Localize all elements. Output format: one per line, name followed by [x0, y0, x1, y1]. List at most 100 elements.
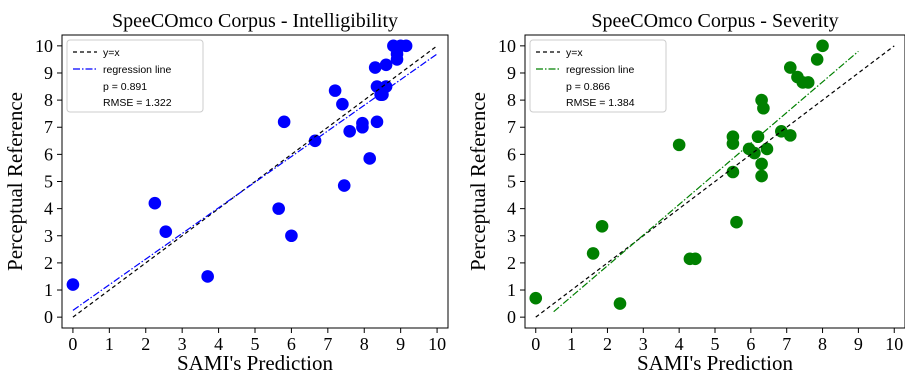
data-point — [379, 58, 393, 72]
y-tick-label: 9 — [507, 63, 516, 83]
data-point — [277, 115, 291, 129]
x-tick-label: 7 — [782, 334, 791, 354]
stat-rmse: RMSE = 1.384 — [566, 97, 635, 109]
data-point — [363, 152, 377, 165]
x-axis-label: SAMI's Prediction — [177, 351, 334, 375]
y-axis-label: Perceptual Reference — [466, 92, 490, 271]
legend: y=x regression line p = 0.891 RMSE = 1.322 — [66, 39, 204, 113]
y-tick-label: 8 — [44, 90, 53, 110]
data-point — [285, 229, 298, 243]
data-point — [159, 225, 173, 238]
data-point — [755, 169, 768, 183]
data-point — [726, 130, 740, 144]
data-point — [613, 297, 627, 310]
x-tick-label: 5 — [251, 334, 260, 354]
y-tick-label: 7 — [507, 117, 516, 137]
regression-line — [72, 53, 438, 311]
x-tick-label: 4 — [675, 334, 684, 354]
data-point — [529, 291, 543, 305]
x-tick-label: 10 — [885, 334, 903, 354]
x-tick-label: 7 — [323, 334, 332, 354]
y-tick-label: 8 — [507, 90, 516, 110]
x-tick-label: 8 — [818, 334, 827, 354]
x-tick-label: 9 — [854, 334, 863, 354]
x-tick-label: 2 — [603, 334, 612, 354]
data-point — [726, 165, 740, 179]
y-tick-label: 1 — [507, 280, 516, 300]
data-point — [688, 252, 702, 266]
y-tick-label: 2 — [507, 253, 516, 273]
data-point — [748, 146, 761, 160]
x-tick-label: 8 — [360, 334, 369, 354]
x-tick-label: 9 — [396, 334, 405, 354]
data-point — [368, 61, 382, 74]
legend-label: regression line — [566, 64, 634, 76]
data-point — [148, 196, 162, 210]
data-point — [343, 125, 356, 138]
data-point — [399, 39, 413, 53]
y-tick-label: 5 — [44, 172, 53, 192]
legend-box — [66, 39, 204, 113]
y-tick-label: 3 — [44, 226, 53, 246]
x-tick-label: 1 — [105, 334, 114, 354]
y-tick-label: 10 — [498, 36, 516, 56]
chart-panel-2: SpeeCOmco Corpus - Severity 0 1 2 3 4 5 6 7 8 9 10 0… — [466, 10, 905, 375]
y-tick-label: 4 — [44, 199, 53, 219]
chart-title: SpeeCOmco Corpus - Intelligibility — [112, 10, 398, 32]
y-tick-label: 9 — [44, 63, 53, 83]
stat-correlation: p = 0.866 — [566, 81, 610, 93]
y-tick-label: 6 — [507, 144, 516, 164]
data-point — [816, 39, 829, 53]
x-tick-label: 6 — [287, 334, 296, 354]
stat-correlation: p = 0.891 — [103, 81, 147, 93]
data-point — [328, 84, 342, 97]
y-tick-label: 6 — [44, 144, 53, 164]
y-tick-label: 0 — [507, 307, 516, 327]
x-tick-label: 1 — [567, 334, 576, 354]
identity-line — [535, 45, 895, 318]
data-point — [757, 101, 770, 115]
x-tick-label: 3 — [178, 334, 187, 354]
x-tick-label: 5 — [711, 334, 720, 354]
data-point — [337, 179, 351, 192]
x-tick-label: 2 — [141, 334, 150, 354]
y-tick-label: 4 — [507, 199, 516, 219]
y-tick-label: 0 — [44, 307, 53, 327]
y-tick-label: 2 — [44, 253, 53, 273]
y-tick-label: 10 — [35, 36, 53, 56]
identity-line — [72, 45, 438, 318]
data-point — [379, 80, 393, 93]
x-tick-label: 4 — [214, 334, 223, 354]
data-point — [801, 76, 815, 89]
data-point — [356, 116, 369, 130]
data-point — [66, 278, 80, 291]
data-point — [586, 247, 600, 260]
legend-label: y=x — [566, 47, 583, 59]
data-point — [336, 97, 349, 111]
y-axis-label: Perceptual Reference — [3, 92, 27, 271]
chart-title: SpeeCOmco Corpus - Severity — [591, 10, 838, 32]
x-tick-label: 0 — [68, 334, 77, 354]
data-point — [201, 270, 214, 283]
data-point — [272, 202, 285, 215]
y-tick-label: 7 — [44, 117, 53, 137]
data-point — [810, 53, 824, 66]
data-point — [783, 129, 797, 142]
y-tick-label: 1 — [44, 280, 53, 300]
data-point — [755, 157, 768, 171]
chart-panel-1: SpeeCOmco Corpus - Intelligibility 0 1 2 3 4 5… — [3, 10, 449, 375]
data-point — [595, 219, 609, 233]
x-tick-label: 10 — [428, 334, 446, 354]
data-point — [730, 215, 743, 229]
legend-label: regression line — [103, 64, 171, 76]
y-tick-label: 5 — [507, 172, 516, 192]
y-tick-label: 3 — [507, 226, 516, 246]
data-point — [760, 142, 774, 156]
x-tick-label: 3 — [639, 334, 648, 354]
legend-label: y=x — [103, 47, 120, 59]
data-point — [783, 61, 797, 74]
x-tick-label: 6 — [746, 334, 755, 354]
data-point — [370, 115, 384, 129]
x-axis-label: SAMI's Prediction — [637, 351, 794, 375]
